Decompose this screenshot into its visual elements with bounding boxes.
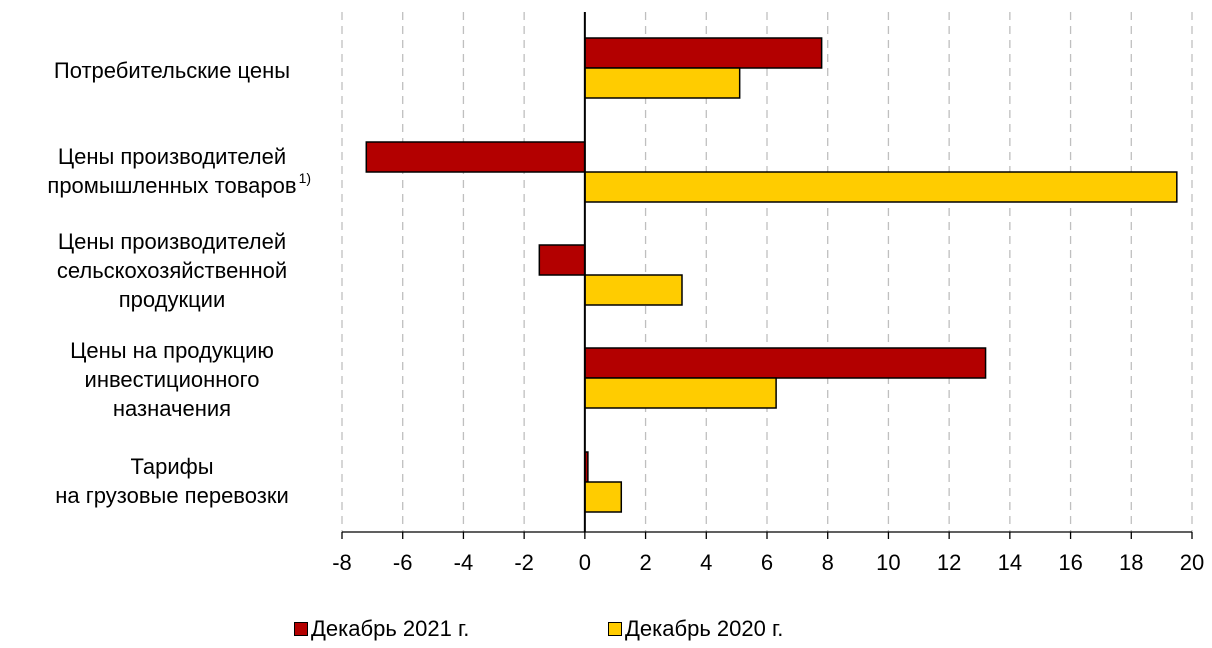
category-label: Тарифы xyxy=(130,454,213,479)
category-label: Цены на продукцию xyxy=(70,338,274,363)
bar-series-1 xyxy=(584,37,823,69)
x-tick-label: 6 xyxy=(761,550,773,575)
legend-item-series-2: Декабрь 2020 г. xyxy=(608,616,783,642)
bar-series-1 xyxy=(584,347,987,379)
x-tick-label: 18 xyxy=(1119,550,1143,575)
grid-lines xyxy=(341,12,1193,532)
bar-series-2 xyxy=(584,274,683,306)
category-label: продукции xyxy=(119,287,226,312)
legend-label-series-2: Декабрь 2020 г. xyxy=(625,616,784,641)
x-tick-label: 4 xyxy=(700,550,712,575)
category-label: назначения xyxy=(113,396,231,421)
x-tick-label: 20 xyxy=(1180,550,1204,575)
x-tick-label: 0 xyxy=(579,550,591,575)
tick-labels: -8 -6 -4 -2 0 2 4 6 8 10 12 14 16 18 20 xyxy=(332,550,1204,575)
legend-swatch-series-2 xyxy=(608,622,622,636)
bar-series-2 xyxy=(584,481,623,513)
axes xyxy=(341,12,1193,539)
x-tick-label: -2 xyxy=(514,550,534,575)
category-label: инвестиционного xyxy=(85,367,260,392)
bar-series-1 xyxy=(538,244,586,276)
category-label: промышленных товаров xyxy=(47,173,296,198)
category-label: на грузовые перевозки xyxy=(55,483,288,508)
category-label: Цены производителей xyxy=(58,229,286,254)
x-tick-label: 14 xyxy=(998,550,1022,575)
x-tick-label: -4 xyxy=(454,550,474,575)
x-tick-label: 2 xyxy=(639,550,651,575)
x-tick-label: -8 xyxy=(332,550,352,575)
footnote-marker: 1) xyxy=(299,170,311,186)
bar-series-2 xyxy=(584,171,1178,203)
x-tick-label: 8 xyxy=(822,550,834,575)
bar-series-2 xyxy=(584,67,741,99)
x-tick-label: 12 xyxy=(937,550,961,575)
bar-series-2 xyxy=(584,377,777,409)
x-tick-label: 10 xyxy=(876,550,900,575)
category-label: сельскохозяйственной xyxy=(57,258,287,283)
legend-label-series-1: Декабрь 2021 г. xyxy=(311,616,470,641)
x-tick-label: 16 xyxy=(1058,550,1082,575)
bar-series-1 xyxy=(365,141,586,173)
legend-item-series-1: Декабрь 2021 г. xyxy=(294,616,469,642)
category-labels: Потребительские цены Цены производителей п… xyxy=(47,58,311,508)
bars xyxy=(365,37,1178,513)
x-tick-label: -6 xyxy=(393,550,413,575)
category-label: Потребительские цены xyxy=(54,58,290,83)
category-label: Цены производителей xyxy=(58,144,286,169)
legend-swatch-series-1 xyxy=(294,622,308,636)
legend: Декабрь 2021 г. Декабрь 2020 г. xyxy=(0,616,1212,646)
